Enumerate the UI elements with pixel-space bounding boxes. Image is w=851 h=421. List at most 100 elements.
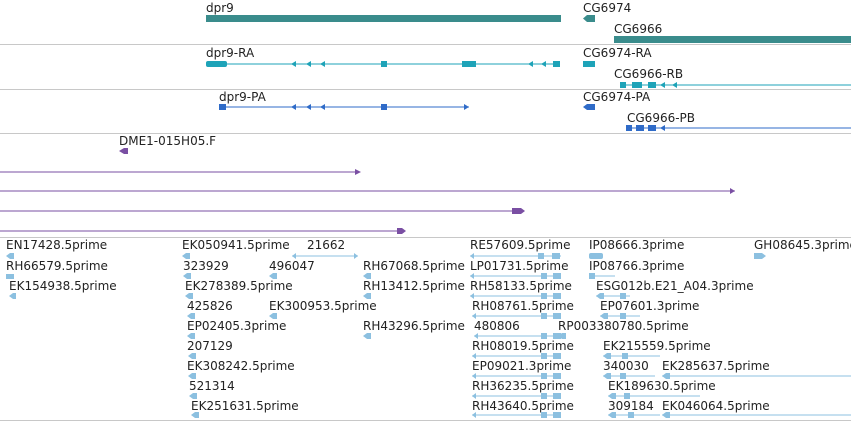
est-glyph[interactable] bbox=[622, 353, 628, 359]
protein-exon[interactable] bbox=[636, 125, 644, 131]
est-glyph[interactable] bbox=[183, 273, 191, 279]
est-glyph[interactable] bbox=[596, 293, 604, 299]
transcript-exon[interactable] bbox=[306, 61, 311, 67]
est-label[interactable]: RH67068.5prime bbox=[363, 259, 465, 273]
est-glyph[interactable] bbox=[553, 373, 561, 379]
est-glyph[interactable] bbox=[363, 293, 371, 299]
transcript-exon[interactable] bbox=[320, 61, 325, 67]
est-label[interactable]: EK251631.5prime bbox=[191, 399, 299, 413]
est-feature[interactable]: LP01731.5prime bbox=[470, 259, 569, 279]
est-glyph[interactable] bbox=[589, 273, 595, 279]
clone-alignment[interactable] bbox=[0, 228, 406, 234]
est-label[interactable]: 425826 bbox=[187, 299, 233, 313]
gene-glyph[interactable] bbox=[614, 36, 851, 43]
protein-feature-CG6974-PA[interactable]: CG6974-PA bbox=[583, 90, 651, 110]
clone-end[interactable] bbox=[730, 188, 735, 194]
est-glyph[interactable] bbox=[182, 253, 190, 259]
est-glyph[interactable] bbox=[541, 373, 547, 379]
est-glyph[interactable] bbox=[472, 412, 476, 418]
est-glyph[interactable] bbox=[600, 313, 608, 319]
est-glyph[interactable] bbox=[269, 313, 277, 319]
est-glyph[interactable] bbox=[470, 273, 474, 279]
transcript-exon[interactable] bbox=[672, 82, 677, 88]
est-label[interactable]: 21662 bbox=[307, 238, 345, 252]
est-glyph[interactable] bbox=[188, 353, 196, 359]
transcript-exon[interactable] bbox=[462, 61, 476, 67]
est-label[interactable]: RH43296.5prime bbox=[363, 319, 465, 333]
est-glyph[interactable] bbox=[472, 353, 476, 359]
est-feature[interactable]: IP08666.3prime bbox=[589, 238, 684, 259]
gene-feature-dpr9[interactable]: dpr9 bbox=[206, 1, 561, 22]
clone-end[interactable] bbox=[512, 208, 525, 214]
est-feature[interactable]: EP09021.3prime bbox=[472, 359, 571, 379]
transcript-exon[interactable] bbox=[553, 61, 560, 67]
est-glyph[interactable] bbox=[662, 373, 670, 379]
protein-label[interactable]: CG6974-PA bbox=[583, 90, 651, 104]
est-glyph[interactable] bbox=[187, 313, 195, 319]
transcript-exon[interactable] bbox=[632, 82, 642, 88]
protein-exon[interactable] bbox=[464, 104, 469, 110]
est-label[interactable]: GH08645.3prime bbox=[754, 238, 851, 252]
transcript-label[interactable]: CG6974-RA bbox=[583, 46, 652, 60]
est-glyph[interactable] bbox=[189, 393, 197, 399]
gene-glyph[interactable] bbox=[206, 15, 561, 22]
protein-exon[interactable] bbox=[626, 125, 632, 131]
protein-exon[interactable] bbox=[660, 125, 665, 131]
est-feature[interactable]: EK050941.5prime bbox=[182, 238, 290, 259]
est-glyph[interactable] bbox=[628, 412, 634, 418]
est-label[interactable]: IP08666.3prime bbox=[589, 238, 684, 252]
est-label[interactable]: 207129 bbox=[187, 339, 233, 353]
est-glyph[interactable] bbox=[662, 412, 670, 418]
transcript-exon[interactable] bbox=[528, 61, 533, 67]
gene-feature-CG6966[interactable]: CG6966 bbox=[614, 22, 851, 43]
est-label[interactable]: 309184 bbox=[608, 399, 654, 413]
est-label[interactable]: EP02405.3prime bbox=[187, 319, 286, 333]
est-glyph[interactable] bbox=[472, 373, 476, 379]
est-glyph[interactable] bbox=[620, 293, 626, 299]
est-glyph[interactable] bbox=[553, 333, 561, 339]
est-glyph[interactable] bbox=[620, 313, 626, 319]
est-label[interactable]: EK285637.5prime bbox=[662, 359, 770, 373]
est-label[interactable]: ESG012b.E21_A04.3prime bbox=[596, 279, 754, 293]
est-feature[interactable]: EK189630.5prime bbox=[608, 379, 716, 399]
est-feature[interactable]: RH58133.5prime bbox=[470, 279, 572, 299]
protein-exon[interactable] bbox=[219, 104, 226, 110]
clone-end[interactable] bbox=[397, 228, 406, 234]
est-label[interactable]: EK154938.5prime bbox=[9, 279, 117, 293]
est-glyph[interactable] bbox=[363, 273, 371, 279]
est-feature[interactable]: EK308242.5prime bbox=[187, 359, 295, 379]
est-feature[interactable]: 521314 bbox=[189, 379, 235, 399]
est-feature[interactable]: EK251631.5prime bbox=[191, 399, 299, 418]
est-label[interactable]: EK300953.5prime bbox=[269, 299, 377, 313]
est-glyph[interactable] bbox=[552, 253, 560, 259]
est-feature[interactable]: 425826 bbox=[187, 299, 233, 319]
transcript-label[interactable]: CG6966-RB bbox=[614, 67, 683, 81]
est-feature[interactable]: IP08766.3prime bbox=[589, 259, 684, 279]
est-glyph[interactable] bbox=[541, 313, 547, 319]
est-glyph[interactable] bbox=[470, 253, 474, 259]
est-glyph[interactable] bbox=[9, 293, 16, 299]
est-glyph[interactable] bbox=[538, 253, 544, 259]
est-glyph[interactable] bbox=[620, 373, 626, 379]
est-feature[interactable]: EK154938.5prime bbox=[9, 279, 117, 299]
est-glyph[interactable] bbox=[553, 293, 561, 299]
est-feature[interactable]: RH67068.5prime bbox=[363, 259, 465, 279]
est-feature[interactable]: GH08645.3prime bbox=[754, 238, 851, 259]
est-label[interactable]: RH36235.5prime bbox=[472, 379, 574, 393]
gene-label[interactable]: CG6974 bbox=[583, 1, 631, 15]
est-glyph[interactable] bbox=[603, 353, 611, 359]
protein-label[interactable]: dpr9-PA bbox=[219, 90, 267, 104]
est-feature[interactable]: RP003380780.5prime bbox=[558, 319, 689, 339]
est-feature[interactable]: 323929 bbox=[183, 259, 229, 279]
est-glyph[interactable] bbox=[188, 373, 196, 379]
transcript-exon[interactable] bbox=[206, 61, 227, 67]
est-feature[interactable]: 207129 bbox=[187, 339, 233, 359]
est-glyph[interactable] bbox=[553, 273, 561, 279]
est-label[interactable]: 480806 bbox=[474, 319, 520, 333]
est-feature[interactable]: RH08761.5prime bbox=[472, 299, 574, 319]
protein-exon[interactable] bbox=[648, 125, 656, 131]
est-label[interactable]: EK215559.5prime bbox=[603, 339, 711, 353]
est-feature[interactable]: EK215559.5prime bbox=[603, 339, 711, 359]
protein-label[interactable]: CG6966-PB bbox=[627, 111, 695, 125]
est-label[interactable]: 496047 bbox=[269, 259, 315, 273]
